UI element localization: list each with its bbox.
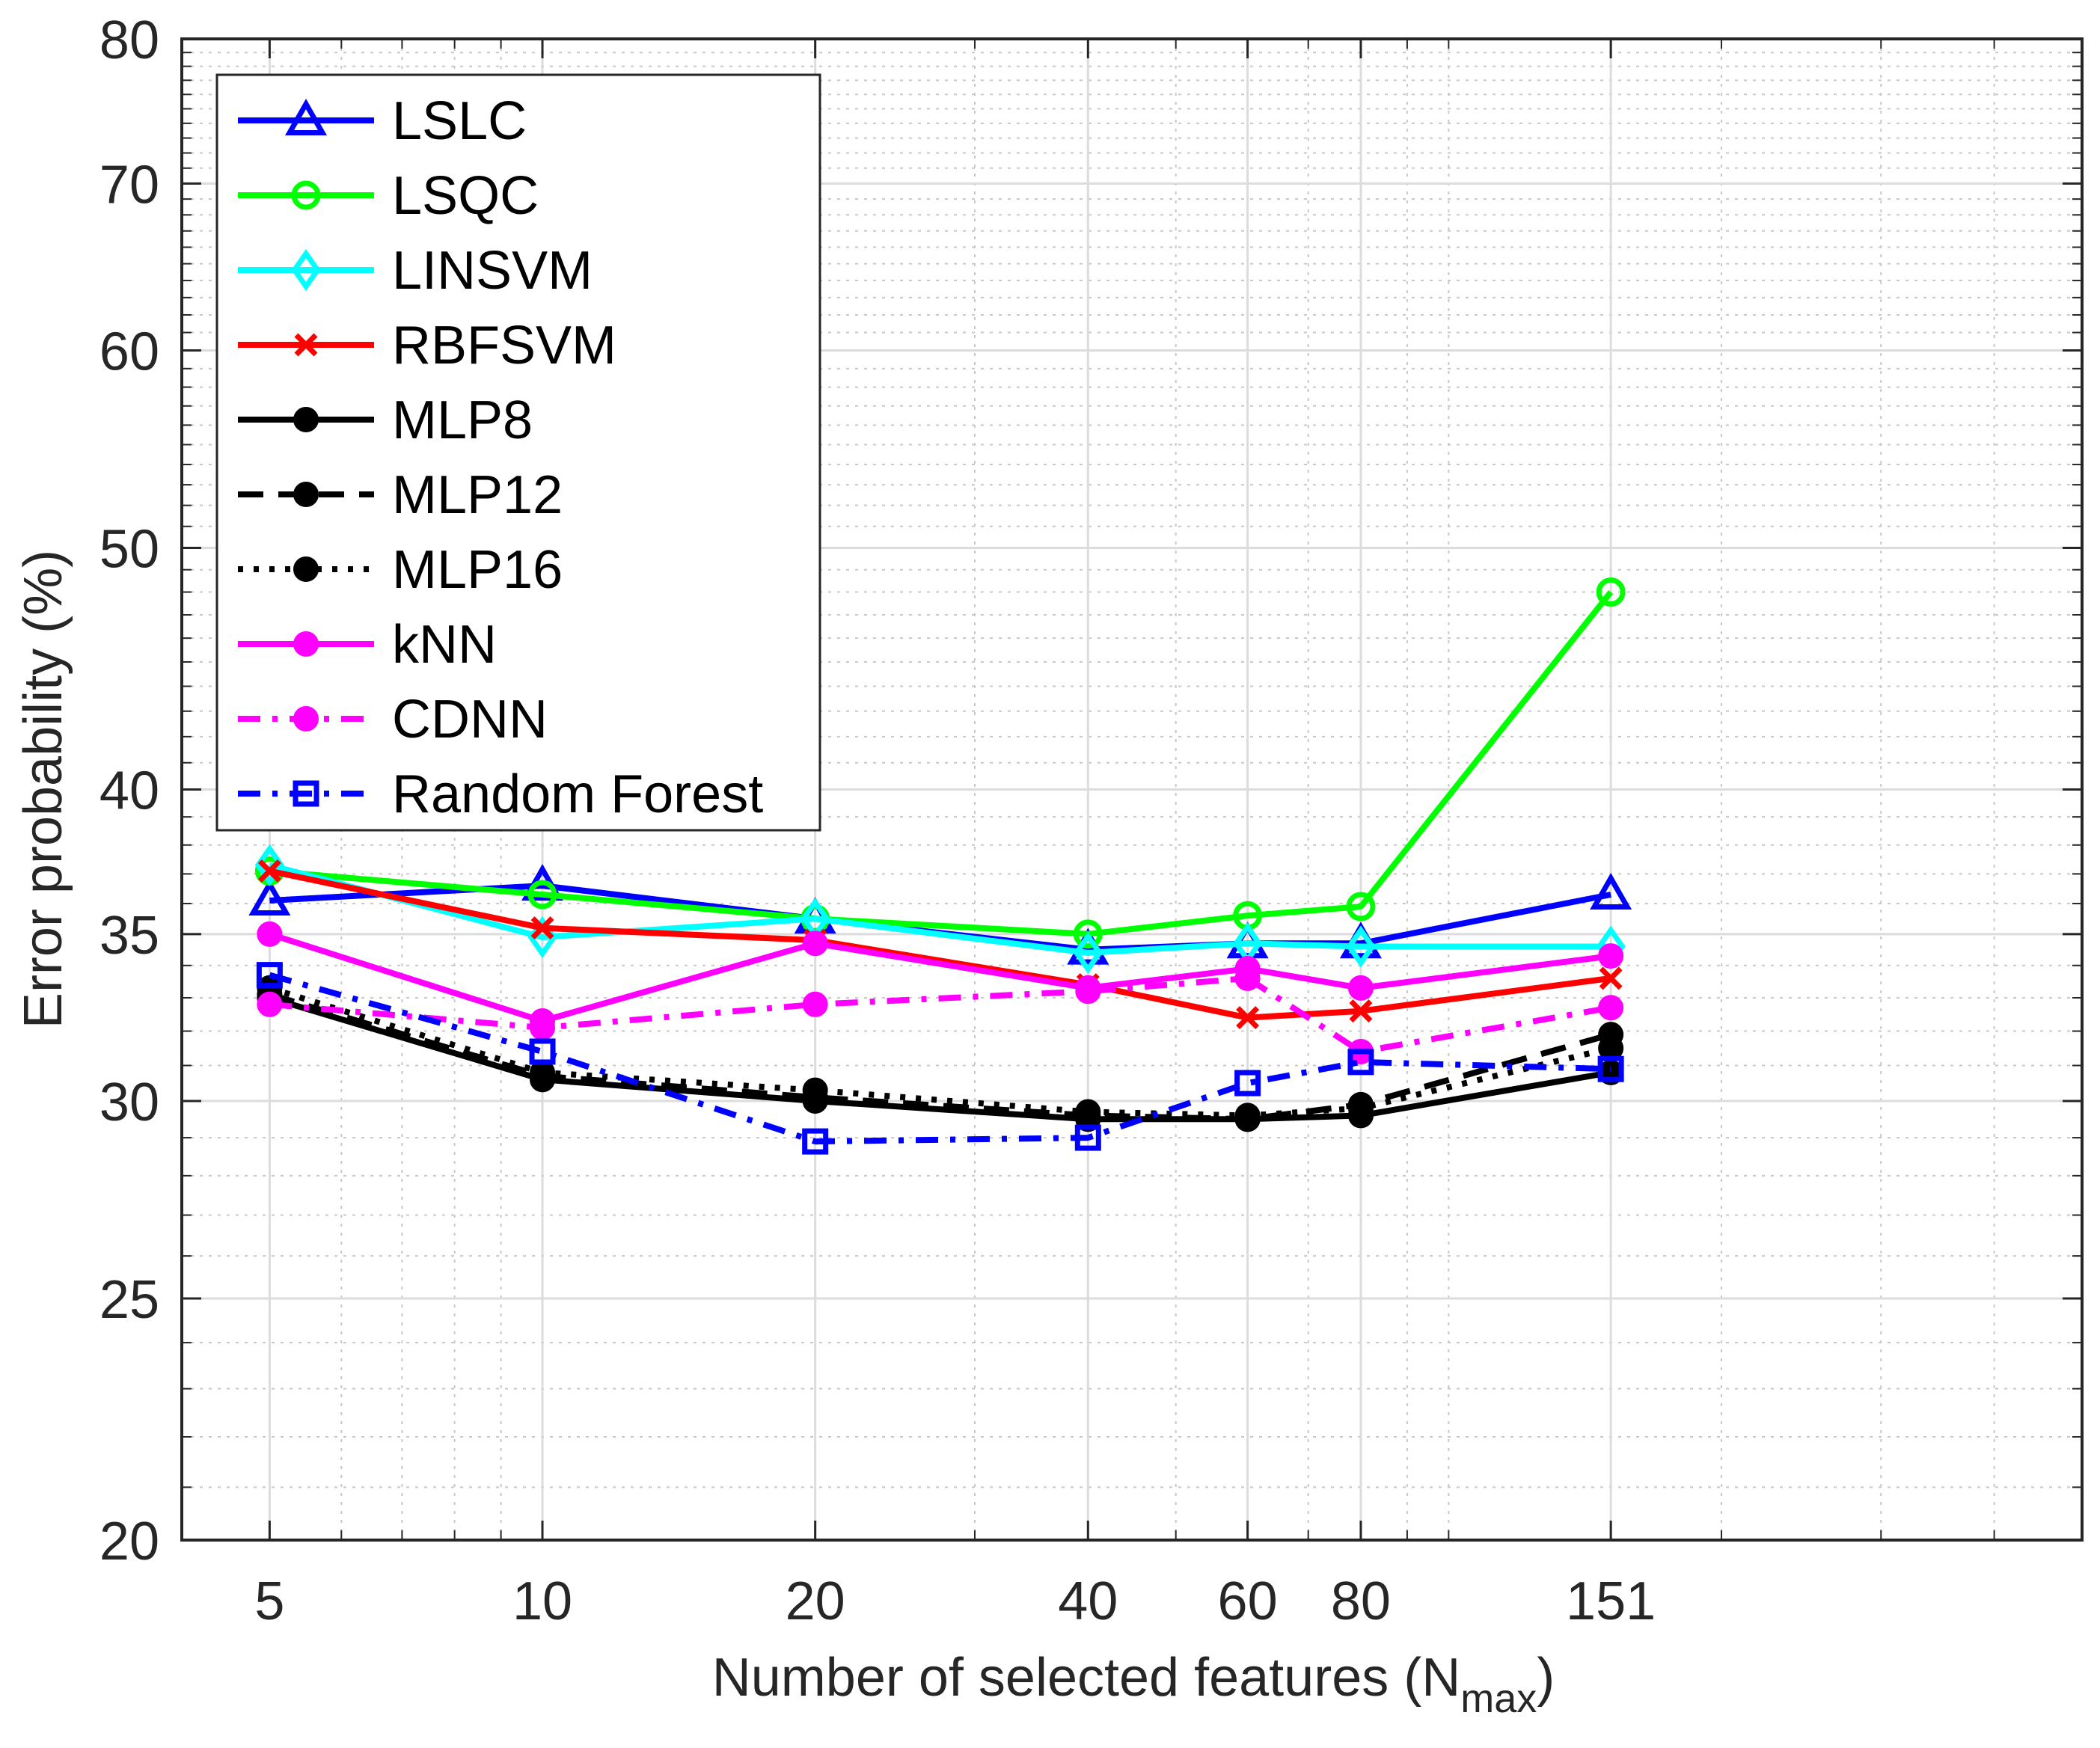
legend-item-random-forest: Random Forest <box>238 764 763 824</box>
legend: LSLC LSQC LINSVM RBFSVM MLP8 MLP12 MLP16 kNN CDN… <box>215 73 821 832</box>
data-point-lslc <box>1590 872 1632 910</box>
legend-item-mlp12: MLP12 <box>238 465 563 525</box>
y-tick-label: 40 <box>100 761 159 821</box>
data-point-rbfsvm <box>257 859 281 883</box>
legend-label-linsvm: LINSVM <box>392 241 593 301</box>
legend-label-knn: kNN <box>392 615 497 675</box>
legend-item-rbfsvm: RBFSVM <box>238 316 616 375</box>
series-line-random-forest <box>269 972 1611 1145</box>
data-point-rbfsvm <box>1349 999 1373 1023</box>
legend-marker-rbfsvm <box>294 333 318 357</box>
legend-item-mlp8: MLP8 <box>238 390 533 450</box>
legend-label-cdnn: CDNN <box>392 690 548 749</box>
data-point-cdnn <box>257 991 283 1017</box>
data-point-mlp16 <box>802 1077 828 1103</box>
series-layer <box>248 577 1632 1155</box>
series-cdnn <box>257 965 1624 1064</box>
legend-marker-mlp16 <box>293 556 319 582</box>
axis-ticks <box>182 37 2082 1542</box>
data-point-mlp16 <box>1347 1095 1374 1121</box>
data-point-random-forest <box>256 962 283 989</box>
legend-item-lslc: LSLC <box>238 91 527 151</box>
x-axis-title-main: Number of selected features (N <box>712 1648 1460 1708</box>
x-tick-label: 151 <box>1566 1571 1656 1631</box>
data-point-mlp16 <box>1234 1103 1261 1129</box>
legend-label-mlp8: MLP8 <box>392 390 533 450</box>
legend-marker-cdnn <box>293 706 319 732</box>
data-point-cdnn <box>1234 965 1261 991</box>
series-mlp16 <box>257 975 1624 1129</box>
y-tick-label: 20 <box>100 1512 159 1571</box>
data-point-lsqc <box>1073 919 1103 949</box>
x-axis-title-close: ) <box>1537 1648 1555 1708</box>
data-point-mlp16 <box>1075 1099 1101 1125</box>
legend-item-knn: kNN <box>238 615 497 675</box>
legend-label-lslc: LSLC <box>392 91 527 151</box>
legend-marker-mlp8 <box>293 407 319 432</box>
legend-item-cdnn: CDNN <box>238 690 548 749</box>
data-point-knn <box>257 921 283 947</box>
y-axis-title: Error probability (%) <box>13 550 73 1028</box>
y-tick-label: 30 <box>100 1073 159 1132</box>
legend-label-random-forest: Random Forest <box>392 764 763 824</box>
data-point-linsvm <box>1073 931 1103 974</box>
legend-marker-lsqc <box>291 180 321 210</box>
data-point-lslc <box>248 878 291 916</box>
x-tick-label: 10 <box>512 1571 572 1631</box>
data-point-lsqc <box>1596 577 1626 607</box>
data-point-random-forest <box>1074 1124 1101 1151</box>
series-line-linsvm <box>269 862 1611 956</box>
data-point-rbfsvm <box>530 916 554 940</box>
data-point-knn <box>802 930 828 957</box>
x-tick-label: 20 <box>786 1571 845 1631</box>
y-tick-label: 80 <box>100 10 159 70</box>
series-random-forest <box>256 962 1624 1155</box>
data-point-knn <box>1347 975 1374 1001</box>
y-tick-label: 70 <box>100 155 159 215</box>
data-point-random-forest <box>529 1038 556 1065</box>
data-point-linsvm <box>1346 925 1376 968</box>
data-point-random-forest <box>802 1128 829 1155</box>
y-tick-label: 50 <box>100 519 159 579</box>
legend-label-lsqc: LSQC <box>392 166 539 226</box>
data-point-random-forest <box>1234 1070 1261 1097</box>
x-tick-label: 60 <box>1218 1571 1278 1631</box>
y-tick-label: 25 <box>100 1270 159 1330</box>
tick-labels: 5 10 20 40 60 80 151 20 25 30 35 40 50 60 70 80 <box>100 10 1656 1631</box>
legend-marker-lslc <box>284 98 328 135</box>
x-tick-label: 5 <box>254 1571 284 1631</box>
data-point-rbfsvm <box>1599 966 1623 990</box>
data-point-random-forest <box>1347 1049 1374 1076</box>
data-point-random-forest <box>1597 1055 1624 1082</box>
legend-marker-knn <box>293 631 319 657</box>
data-point-cdnn <box>1075 978 1101 1005</box>
legend-marker-random-forest <box>293 780 319 807</box>
legend-item-mlp16: MLP16 <box>238 540 563 600</box>
data-point-knn <box>1598 943 1624 969</box>
data-point-cdnn <box>1598 995 1624 1021</box>
legend-label-rbfsvm: RBFSVM <box>392 316 616 375</box>
legend-label-mlp16: MLP16 <box>392 540 563 600</box>
data-point-cdnn <box>802 991 828 1017</box>
x-axis-title-subscript: max <box>1460 1676 1537 1721</box>
x-tick-label: 40 <box>1058 1571 1118 1631</box>
data-point-linsvm <box>527 916 557 959</box>
legend-item-lsqc: LSQC <box>238 166 539 226</box>
data-point-lsqc <box>527 880 557 910</box>
legend-label-mlp12: MLP12 <box>392 465 563 525</box>
data-point-lsqc <box>1346 892 1376 921</box>
data-point-rbfsvm <box>1236 1006 1260 1030</box>
x-axis-title: Number of selected features (Nmax) <box>712 1648 1555 1721</box>
data-point-cdnn <box>530 1015 556 1041</box>
x-tick-label: 80 <box>1331 1571 1391 1631</box>
legend-marker-linsvm <box>291 248 321 292</box>
legend-marker-mlp12 <box>293 482 319 507</box>
legend-item-linsvm: LINSVM <box>238 241 593 301</box>
y-tick-label: 35 <box>100 906 159 966</box>
y-tick-label: 60 <box>100 322 159 381</box>
series-line-lslc <box>269 883 1611 953</box>
